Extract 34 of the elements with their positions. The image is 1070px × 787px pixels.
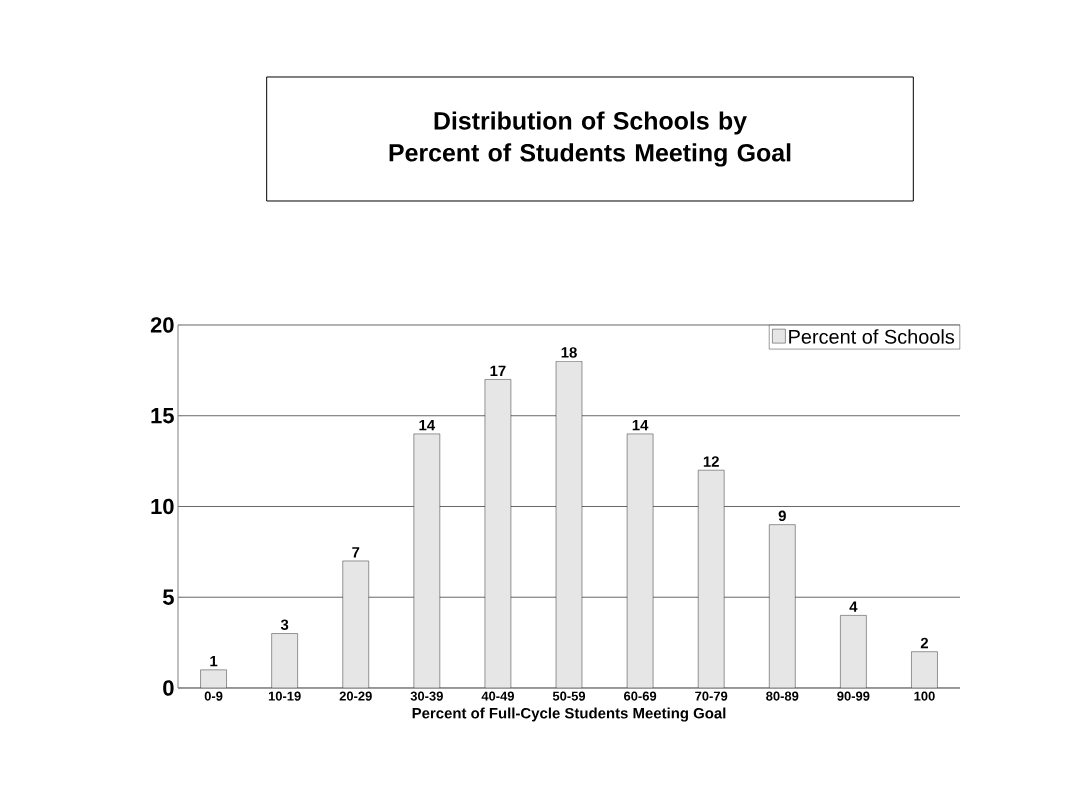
x-tick-label: 40-49: [481, 691, 514, 701]
x-tick-label: 70-79: [695, 691, 728, 701]
bar: [911, 651, 938, 688]
data-label: 4: [849, 601, 858, 612]
y-tick-label: 10: [151, 498, 174, 515]
data-label: 14: [632, 420, 649, 431]
x-tick-label: 0-9: [204, 691, 223, 701]
x-tick-label: 30-39: [410, 691, 443, 701]
x-tick-label: 60-69: [624, 691, 657, 701]
data-label: 18: [561, 347, 577, 358]
x-tick-label: 90-99: [837, 691, 870, 701]
y-tick-label: 5: [162, 589, 174, 605]
y-tick-label: 20: [150, 317, 174, 333]
x-tick-label: 20-29: [339, 691, 372, 701]
chart-title: Distribution of Schools by Percent of Students Meeting Goal: [389, 111, 791, 167]
x-axis-title: Percent of Full-Cycle Students Meeting Goal: [412, 707, 726, 722]
y-tick-label: 15: [151, 408, 174, 424]
data-label: 14: [419, 420, 436, 431]
bar: [200, 669, 227, 688]
bar: [271, 633, 298, 688]
bar: [840, 615, 867, 688]
x-tick-label: 80-89: [766, 691, 799, 701]
y-tick-label: 0: [163, 680, 174, 696]
data-label: 17: [490, 365, 506, 376]
x-tick-label: 50-59: [552, 691, 586, 701]
x-tick-label: 100: [914, 691, 935, 701]
data-label: 2: [920, 637, 929, 649]
data-label: 12: [703, 456, 719, 467]
legend-label: Percent of Schools: [789, 329, 955, 344]
data-label: 3: [280, 619, 289, 631]
x-tick-label: 10-19: [268, 691, 301, 701]
data-label: 1: [210, 656, 218, 667]
data-label: 7: [352, 547, 360, 558]
data-label: 9: [778, 510, 786, 522]
